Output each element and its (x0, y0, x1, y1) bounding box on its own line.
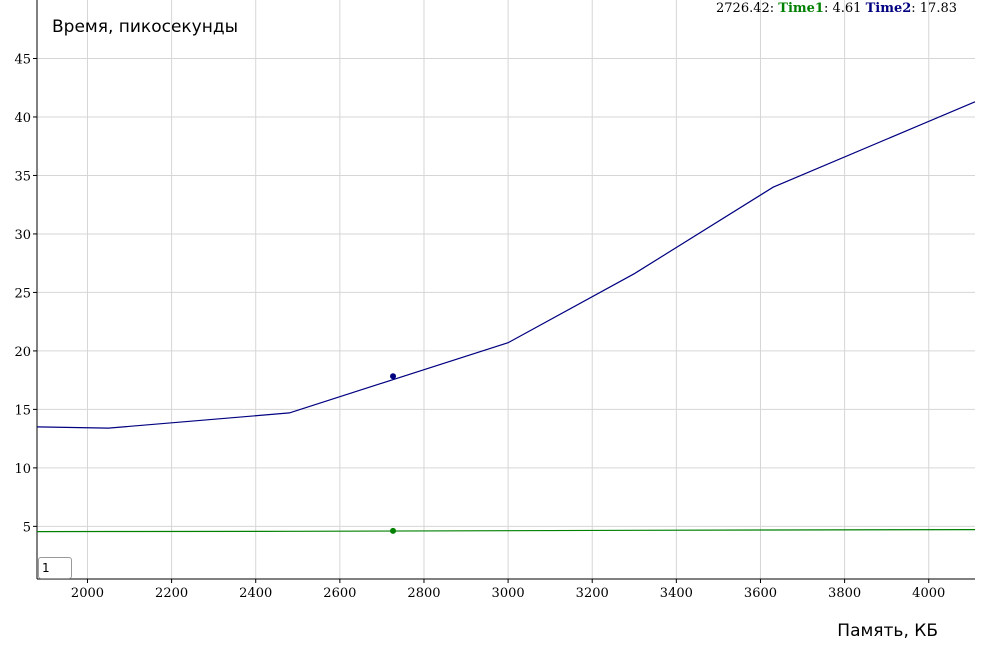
series-line-1 (36, 528, 976, 533)
y-tick-label: 5 (23, 520, 31, 535)
legend-x-value: 2726.42 (716, 1, 770, 16)
chart-axes: 2000 2200 2400 2600 2800 3000 3200 3400 3600 3800… (14, 0, 975, 601)
y-tick-label: 15 (14, 403, 31, 418)
chart-title: Время, пикосекунды (52, 17, 238, 37)
chart-series (36, 101, 976, 533)
x-tick-label: 3400 (660, 586, 693, 601)
x-tick-label: 3800 (828, 586, 861, 601)
x-tick-label: 3600 (744, 586, 777, 601)
x-tick-label: 2600 (323, 586, 356, 601)
x-tick-label: 2400 (239, 586, 272, 601)
legend-series1-value: 4.61 (832, 1, 862, 16)
y-tick-label: 40 (14, 111, 31, 126)
highlight-point-1 (390, 527, 397, 534)
y-tick-label: 10 (14, 462, 31, 477)
x-tick-label: 2800 (407, 586, 440, 601)
chart-grid (37, 0, 975, 579)
y-tick-label: 30 (14, 228, 31, 243)
series-line-2 (36, 101, 976, 429)
y-tick-label: 35 (14, 169, 31, 184)
x-tick-label: 4000 (912, 586, 945, 601)
y-tick-label: 25 (14, 286, 31, 301)
highlight-point-2 (390, 373, 397, 380)
highlight-points (390, 373, 397, 534)
value-legend: 2726.42: Time1: 4.61 Time2: 17.83 (716, 1, 957, 16)
legend-series2-value: 17.83 (919, 1, 957, 16)
x-tick-label: 3200 (576, 586, 609, 601)
x-tick-label: 3000 (492, 586, 525, 601)
legend-series1-name: Time1 (778, 1, 824, 16)
legend-series2-name: Time2 (865, 1, 912, 16)
x-tick-label: 2000 (71, 586, 104, 601)
roll-period-input[interactable] (38, 557, 72, 579)
y-tick-label: 20 (14, 345, 31, 360)
y-tick-label: 45 (14, 52, 31, 67)
x-axis-label: Память, КБ (837, 621, 938, 641)
x-tick-label: 2200 (155, 586, 188, 601)
